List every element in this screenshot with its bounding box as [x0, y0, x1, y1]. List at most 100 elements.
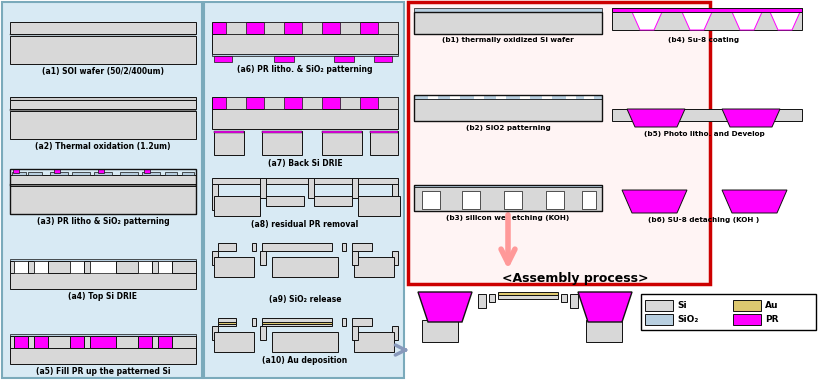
- Bar: [340, 22, 360, 34]
- Bar: [212, 109, 397, 129]
- Bar: [497, 295, 557, 299]
- Polygon shape: [731, 12, 761, 30]
- Bar: [428, 95, 437, 99]
- Bar: [586, 320, 622, 342]
- Bar: [495, 95, 505, 99]
- Bar: [262, 318, 332, 326]
- Bar: [13, 169, 19, 173]
- Bar: [214, 257, 254, 277]
- Bar: [212, 251, 218, 265]
- Bar: [351, 326, 358, 340]
- Bar: [152, 261, 158, 273]
- Bar: [212, 32, 397, 34]
- Bar: [477, 294, 486, 308]
- Bar: [611, 8, 801, 12]
- Bar: [414, 99, 601, 121]
- Bar: [414, 95, 601, 99]
- Bar: [10, 261, 196, 289]
- Bar: [732, 314, 760, 325]
- Bar: [272, 332, 337, 352]
- Bar: [214, 196, 260, 216]
- Bar: [12, 172, 26, 175]
- Bar: [342, 243, 346, 251]
- Text: (b3) silicon wet etching (KOH): (b3) silicon wet etching (KOH): [446, 215, 569, 221]
- Text: (a7) Back Si DRIE: (a7) Back Si DRIE: [267, 159, 342, 168]
- Bar: [333, 56, 354, 62]
- Bar: [218, 243, 236, 251]
- Bar: [120, 172, 138, 175]
- Text: (b5) Photo litho. and Develop: (b5) Photo litho. and Develop: [643, 131, 763, 137]
- Text: (b2) SiO2 patterning: (b2) SiO2 patterning: [465, 125, 550, 131]
- Bar: [28, 172, 42, 175]
- Text: (a2) Thermal oxidation (1.2um): (a2) Thermal oxidation (1.2um): [35, 142, 170, 151]
- Bar: [10, 336, 196, 364]
- Bar: [144, 169, 150, 173]
- Text: (a5) Fill PR up the patterned Si: (a5) Fill PR up the patterned Si: [36, 367, 170, 376]
- Bar: [14, 261, 28, 273]
- Bar: [378, 22, 397, 34]
- Bar: [340, 97, 360, 109]
- Bar: [260, 251, 265, 265]
- Text: (a3) PR litho & SiO₂ patterning: (a3) PR litho & SiO₂ patterning: [37, 217, 169, 226]
- Bar: [640, 294, 815, 330]
- Bar: [274, 56, 294, 62]
- Bar: [10, 22, 196, 34]
- Bar: [301, 22, 322, 34]
- Bar: [265, 196, 304, 206]
- Bar: [351, 318, 372, 326]
- Bar: [54, 169, 60, 173]
- Bar: [351, 243, 372, 251]
- Bar: [212, 54, 397, 56]
- Bar: [34, 261, 48, 273]
- Polygon shape: [721, 109, 779, 127]
- Bar: [322, 131, 361, 155]
- Bar: [414, 187, 601, 211]
- Bar: [10, 184, 196, 186]
- Bar: [212, 184, 218, 210]
- Polygon shape: [631, 12, 661, 30]
- Polygon shape: [627, 109, 684, 127]
- Bar: [645, 314, 672, 325]
- Polygon shape: [721, 190, 786, 213]
- Bar: [351, 251, 358, 265]
- Bar: [10, 36, 196, 64]
- Bar: [450, 95, 459, 99]
- Bar: [560, 294, 566, 302]
- Text: SiO₂: SiO₂: [676, 315, 698, 324]
- Bar: [165, 172, 177, 175]
- Bar: [519, 95, 529, 99]
- Bar: [98, 169, 104, 173]
- Bar: [94, 172, 112, 175]
- Bar: [414, 95, 601, 121]
- Bar: [461, 191, 479, 209]
- Bar: [391, 251, 397, 265]
- Bar: [158, 261, 172, 273]
- Bar: [226, 97, 246, 109]
- Bar: [214, 131, 244, 155]
- Text: Si: Si: [676, 301, 686, 310]
- Bar: [262, 131, 301, 155]
- Bar: [28, 336, 34, 348]
- Bar: [50, 172, 68, 175]
- Bar: [422, 191, 440, 209]
- Bar: [581, 191, 595, 209]
- Bar: [378, 97, 397, 109]
- Polygon shape: [769, 12, 799, 30]
- Bar: [10, 336, 196, 348]
- Bar: [10, 100, 196, 109]
- Text: (a8) residual PR removal: (a8) residual PR removal: [251, 220, 358, 229]
- Bar: [10, 109, 196, 111]
- Bar: [48, 261, 70, 273]
- Bar: [354, 332, 393, 352]
- Bar: [611, 8, 801, 12]
- Bar: [611, 109, 801, 121]
- Text: (a9) SiO₂ release: (a9) SiO₂ release: [269, 295, 341, 304]
- Bar: [212, 22, 397, 34]
- Bar: [10, 97, 196, 100]
- Bar: [645, 300, 672, 311]
- Bar: [408, 2, 709, 284]
- Bar: [152, 336, 158, 348]
- Bar: [10, 169, 196, 214]
- Bar: [251, 243, 256, 251]
- Polygon shape: [622, 190, 686, 213]
